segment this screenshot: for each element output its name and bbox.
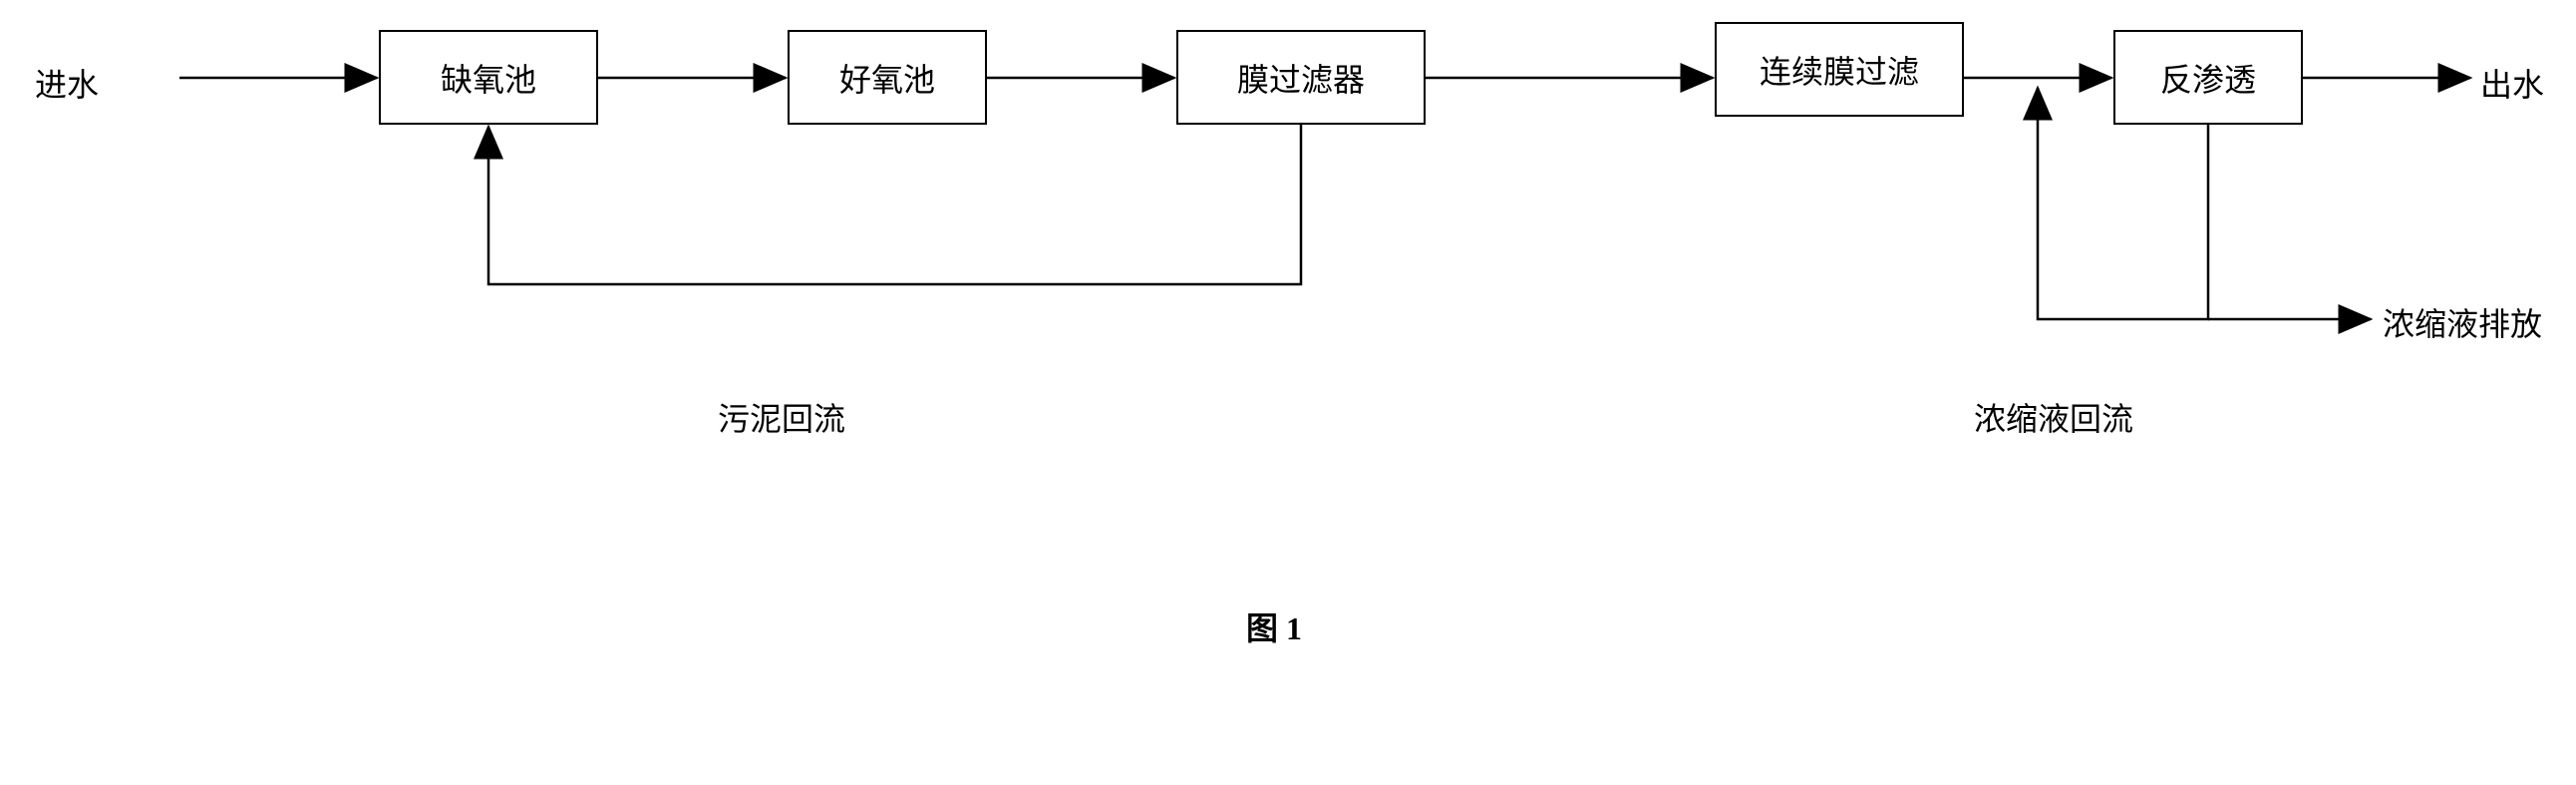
sludge-reflux-label: 污泥回流 (718, 394, 845, 440)
concentrate-reflux-label: 浓缩液回流 (1974, 394, 2133, 440)
outlet-label: 出水 (2480, 60, 2544, 106)
flowchart-container: 进水 缺氧池 好氧池 膜过滤器 连续膜过滤 反渗透 出水 污泥回流 浓缩液回流 … (0, 0, 2576, 785)
figure-caption: 图 1 (1246, 603, 1302, 649)
reverse-osmosis-box: 反渗透 (2113, 30, 2303, 125)
continuous-membrane-box: 连续膜过滤 (1715, 22, 1964, 117)
aerobic-tank-label: 好氧池 (839, 55, 935, 101)
anoxic-tank-box: 缺氧池 (379, 30, 598, 125)
membrane-filter-label: 膜过滤器 (1237, 55, 1365, 101)
anoxic-tank-label: 缺氧池 (441, 55, 536, 101)
continuous-membrane-label: 连续膜过滤 (1760, 47, 1919, 93)
reverse-osmosis-label: 反渗透 (2160, 55, 2256, 101)
membrane-filter-box: 膜过滤器 (1176, 30, 1426, 125)
edge-sludge-reflux (488, 125, 1301, 284)
inlet-label: 进水 (35, 60, 99, 106)
concentrate-discharge-label: 浓缩液排放 (2383, 299, 2542, 345)
aerobic-tank-box: 好氧池 (788, 30, 987, 125)
